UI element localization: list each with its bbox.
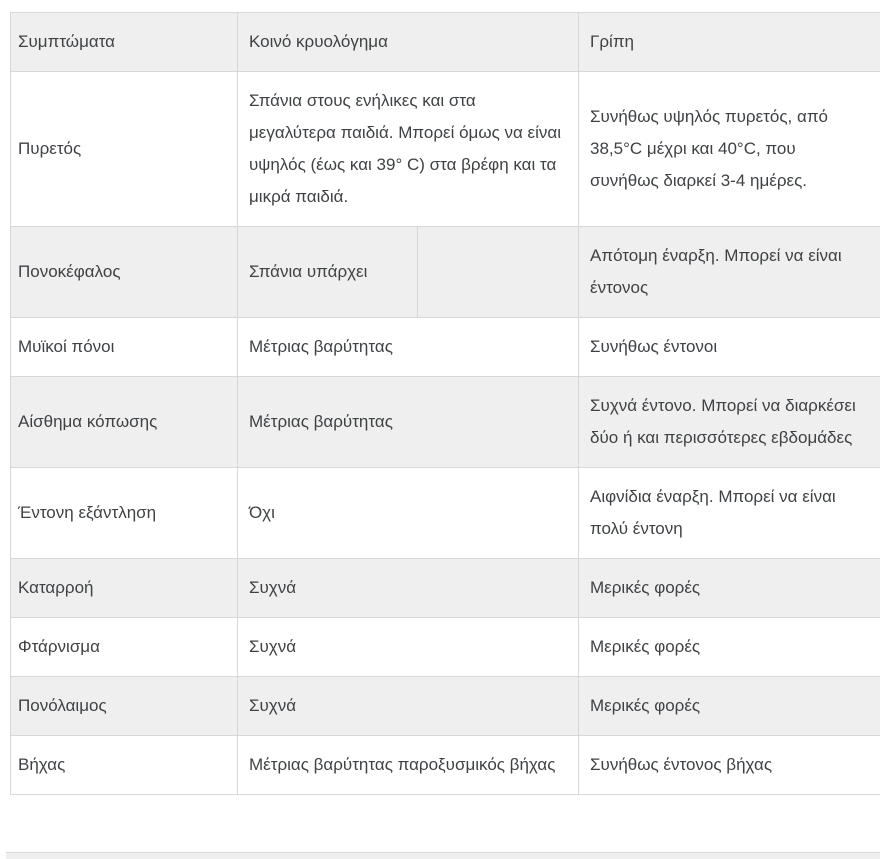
table-row: Μυϊκοί πόνοι Μέτριας βαρύτητας Συνήθως έντ… [10, 317, 880, 377]
symptom-cell: Έντονη εξάντληση [10, 467, 238, 559]
table-row: Καταρροή Συχνά Μερικές φορές [10, 558, 880, 618]
flu-cell: Συχνά έντονο. Μπορεί να διαρκέσει δύο ή … [578, 376, 880, 468]
symptom-cell: Μυϊκοί πόνοι [10, 317, 238, 377]
common-cold-extra-cell [416, 226, 580, 318]
table-row: Έντονη εξάντληση Όχι Αιφνίδια έναρξη. Μπορ… [10, 467, 880, 559]
table-row: Φτάρνισμα Συχνά Μερικές φορές [10, 617, 880, 677]
flu-cell: Απότομη έναρξη. Μπορεί να είναι έντονος [578, 226, 880, 318]
table-row: Πονοκέφαλος Σπάνια υπάρχει Απότομη έναρξη.… [10, 226, 880, 318]
table-header: Συμπτώματα Κοινό κρυολόγημα Γρίπη [10, 12, 880, 72]
symptom-cell: Φτάρνισμα [10, 617, 238, 677]
symptom-cell: Πονόλαιμος [10, 676, 238, 736]
flu-cell: Μερικές φορές [578, 617, 880, 677]
symptoms-comparison-table: Συμπτώματα Κοινό κρυολόγημα Γρίπη Πυρετό… [10, 12, 880, 795]
header-row: Συμπτώματα Κοινό κρυολόγημα Γρίπη [10, 12, 880, 72]
header-symptoms: Συμπτώματα [10, 12, 238, 72]
table-body: Πυρετός Σπάνια στους ενήλικες και στα μεγ… [10, 71, 880, 795]
common-cold-cell: Μέτριας βαρύτητας [236, 317, 580, 377]
flu-cell: Συνήθως έντονοι [578, 317, 880, 377]
common-cold-cell: Σπάνια στους ενήλικες και στα μεγαλύτερα… [236, 71, 580, 227]
common-cold-cell: Συχνά [236, 558, 580, 618]
common-cold-cell: Σπάνια υπάρχει [237, 226, 418, 318]
table-row: Αίσθημα κόπωσης Μέτριας βαρύτητας Συχνά έν… [10, 376, 880, 468]
header-flu: Γρίπη [578, 12, 880, 72]
table-row: Πυρετός Σπάνια στους ενήλικες και στα μεγ… [10, 71, 880, 227]
symptom-cell: Βήχας [10, 735, 238, 795]
symptom-cell: Πονοκέφαλος [10, 226, 238, 318]
common-cold-cell: Συχνά [236, 676, 580, 736]
flu-cell: Συνήθως έντονος βήχας [578, 735, 880, 795]
table-row: Πονόλαιμος Συχνά Μερικές φορές [10, 676, 880, 736]
flu-cell: Αιφνίδια έναρξη. Μπορεί να είναι πολύ έν… [578, 467, 880, 559]
flu-cell: Μερικές φορές [578, 558, 880, 618]
next-section-edge [6, 852, 880, 859]
header-common-cold: Κοινό κρυολόγημα [236, 12, 580, 72]
symptom-cell: Αίσθημα κόπωσης [10, 376, 238, 468]
common-cold-cell: Συχνά [236, 617, 580, 677]
symptom-cell: Πυρετός [10, 71, 238, 227]
flu-cell: Συνήθως υψηλός πυρετός, από 38,5°C μέχρι… [578, 71, 880, 227]
common-cold-cell: Όχι [236, 467, 580, 559]
common-cold-cell: Μέτριας βαρύτητας [236, 376, 580, 468]
common-cold-cell: Μέτριας βαρύτητας παροξυσμικός βήχας [236, 735, 580, 795]
flu-cell: Μερικές φορές [578, 676, 880, 736]
symptom-cell: Καταρροή [10, 558, 238, 618]
table-row: Βήχας Μέτριας βαρύτητας παροξυσμικός βήχα… [10, 735, 880, 795]
